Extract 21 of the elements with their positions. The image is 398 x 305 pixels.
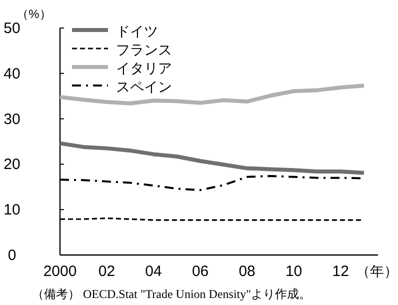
y-tick-label: 50 (4, 20, 20, 37)
x-tick-label: 02 (98, 263, 116, 280)
legend-label: スペイン (116, 78, 172, 94)
x-tick-label: 04 (145, 263, 162, 280)
y-axis-title: （%） (16, 7, 52, 21)
legend-label: イタリア (116, 60, 172, 76)
legend-label: フランス (116, 42, 172, 58)
x-axis-title: （年） (356, 263, 398, 279)
x-tick-label: 06 (192, 263, 209, 280)
x-tick-label: 12 (332, 263, 349, 280)
y-tick-label: 20 (4, 156, 20, 174)
y-tick-label: 10 (4, 202, 20, 219)
y-tick-label: 40 (4, 65, 20, 82)
y-tick-label: 0 (8, 247, 16, 264)
x-tick-label: 2000 (43, 263, 77, 280)
x-tick-label: 10 (285, 263, 302, 280)
text: （備考） OECD.Stat "Trade Union Density"より作成。 (32, 287, 312, 301)
y-tick-label: 30 (4, 110, 20, 128)
line-series (58, 141, 366, 175)
x-tick-label: 08 (238, 263, 256, 280)
legend-label: ドイツ (116, 23, 158, 39)
